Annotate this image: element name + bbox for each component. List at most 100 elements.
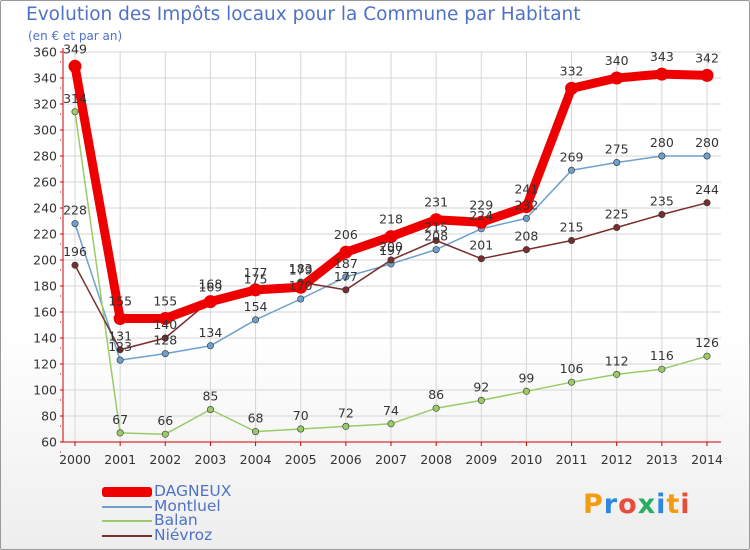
data-label-montluel: 154 bbox=[244, 299, 268, 314]
data-label-dagneux: 206 bbox=[334, 227, 358, 242]
data-point-nievroz bbox=[387, 256, 395, 264]
data-label-montluel: 280 bbox=[650, 135, 674, 150]
logo-letter: P bbox=[583, 489, 604, 520]
data-point-montluel bbox=[252, 316, 260, 324]
logo-letter: t bbox=[666, 489, 681, 520]
data-label-nievroz: 196 bbox=[63, 244, 87, 259]
data-point-balan bbox=[658, 365, 666, 373]
data-point-dagneux bbox=[294, 280, 308, 294]
data-point-balan bbox=[477, 396, 485, 404]
data-point-balan bbox=[568, 378, 576, 386]
data-point-nievroz bbox=[703, 199, 711, 207]
x-tick-label: 2001 bbox=[104, 452, 136, 467]
data-label-nievroz: 183 bbox=[289, 261, 313, 276]
data-label-nievroz: 225 bbox=[605, 207, 629, 222]
data-label-dagneux: 155 bbox=[153, 294, 177, 309]
data-point-montluel bbox=[432, 246, 440, 254]
data-point-nievroz bbox=[116, 346, 124, 354]
data-point-balan bbox=[387, 420, 395, 428]
legend-swatch-nievroz bbox=[102, 534, 152, 537]
data-label-dagneux: 231 bbox=[424, 195, 448, 210]
data-point-montluel bbox=[71, 220, 79, 228]
y-tick-label: 260 bbox=[33, 175, 57, 190]
data-label-montluel: 269 bbox=[560, 149, 584, 164]
data-point-nievroz bbox=[568, 237, 576, 245]
data-label-balan: 314 bbox=[63, 91, 87, 106]
data-point-dagneux bbox=[700, 68, 714, 82]
data-point-nievroz bbox=[522, 246, 530, 254]
y-tick-label: 160 bbox=[33, 305, 57, 320]
data-label-balan: 67 bbox=[112, 412, 128, 427]
x-tick-label: 2007 bbox=[375, 452, 407, 467]
legend-label-nievroz: Niévroz bbox=[154, 525, 213, 544]
data-label-nievroz: 215 bbox=[424, 220, 448, 235]
data-label-balan: 86 bbox=[428, 387, 444, 402]
data-point-nievroz bbox=[71, 261, 79, 269]
data-label-nievroz: 208 bbox=[514, 229, 538, 244]
data-label-balan: 99 bbox=[518, 370, 534, 385]
data-point-nievroz bbox=[342, 286, 350, 294]
data-label-balan: 72 bbox=[338, 405, 354, 420]
data-label-dagneux: 168 bbox=[198, 277, 222, 292]
data-label-balan: 70 bbox=[293, 408, 309, 423]
data-label-montluel: 187 bbox=[334, 256, 358, 271]
y-tick-label: 100 bbox=[33, 383, 57, 398]
data-label-balan: 74 bbox=[383, 403, 399, 418]
x-tick-label: 2005 bbox=[285, 452, 317, 467]
data-label-nievroz: 175 bbox=[244, 272, 268, 287]
logo-letter: x bbox=[637, 489, 657, 520]
data-point-dagneux bbox=[68, 59, 82, 73]
data-point-montluel bbox=[116, 356, 124, 364]
data-point-montluel bbox=[297, 295, 305, 303]
y-tick-label: 200 bbox=[33, 253, 57, 268]
y-tick-label: 60 bbox=[41, 435, 57, 450]
data-point-dagneux bbox=[655, 67, 669, 81]
y-tick-label: 340 bbox=[33, 71, 57, 86]
data-point-nievroz bbox=[432, 237, 440, 245]
x-tick-label: 2006 bbox=[330, 452, 362, 467]
legend-swatch-balan bbox=[102, 520, 152, 522]
data-point-dagneux bbox=[249, 283, 263, 297]
data-point-montluel bbox=[613, 159, 621, 167]
data-point-dagneux bbox=[565, 81, 579, 95]
logo-letter: i bbox=[656, 489, 667, 520]
data-point-montluel bbox=[522, 214, 530, 222]
proxiti-logo: Proxiti bbox=[583, 489, 691, 520]
data-label-nievroz: 244 bbox=[695, 182, 719, 197]
data-point-dagneux bbox=[610, 71, 624, 85]
chart-title: Evolution des Impôts locaux pour la Comm… bbox=[26, 4, 581, 25]
data-label-montluel: 232 bbox=[514, 197, 538, 212]
y-tick-label: 320 bbox=[33, 97, 57, 112]
data-label-balan: 92 bbox=[473, 379, 489, 394]
data-point-montluel bbox=[568, 166, 576, 174]
data-point-dagneux bbox=[384, 230, 398, 244]
data-label-montluel: 197 bbox=[379, 243, 403, 258]
data-label-dagneux: 218 bbox=[379, 212, 403, 227]
data-label-nievroz: 131 bbox=[108, 329, 132, 344]
data-label-montluel: 208 bbox=[424, 229, 448, 244]
data-point-balan bbox=[206, 405, 214, 413]
data-point-montluel bbox=[161, 350, 169, 358]
data-point-balan bbox=[432, 404, 440, 412]
data-label-nievroz: 200 bbox=[379, 239, 403, 254]
y-tick-label: 240 bbox=[33, 201, 57, 216]
data-label-nievroz: 169 bbox=[198, 279, 222, 294]
logo-letter: i bbox=[680, 489, 691, 520]
data-label-montluel: 170 bbox=[289, 278, 313, 293]
data-label-dagneux: 179 bbox=[289, 262, 313, 277]
data-label-montluel: 123 bbox=[108, 339, 132, 354]
x-tick-label: 2004 bbox=[240, 452, 272, 467]
data-label-montluel: 128 bbox=[153, 333, 177, 348]
data-point-dagneux bbox=[519, 200, 533, 214]
y-tick-label: 80 bbox=[41, 409, 57, 424]
data-point-balan bbox=[161, 430, 169, 438]
data-label-nievroz: 140 bbox=[153, 317, 177, 332]
data-point-dagneux bbox=[429, 213, 443, 227]
data-label-nievroz: 201 bbox=[469, 238, 493, 253]
legend-label-montluel: Montluel bbox=[154, 496, 221, 515]
data-label-balan: 66 bbox=[157, 413, 173, 428]
data-label-dagneux: 342 bbox=[695, 50, 719, 65]
chart-subtitle: (en € et par an) bbox=[28, 29, 123, 43]
data-label-dagneux: 349 bbox=[63, 41, 87, 56]
